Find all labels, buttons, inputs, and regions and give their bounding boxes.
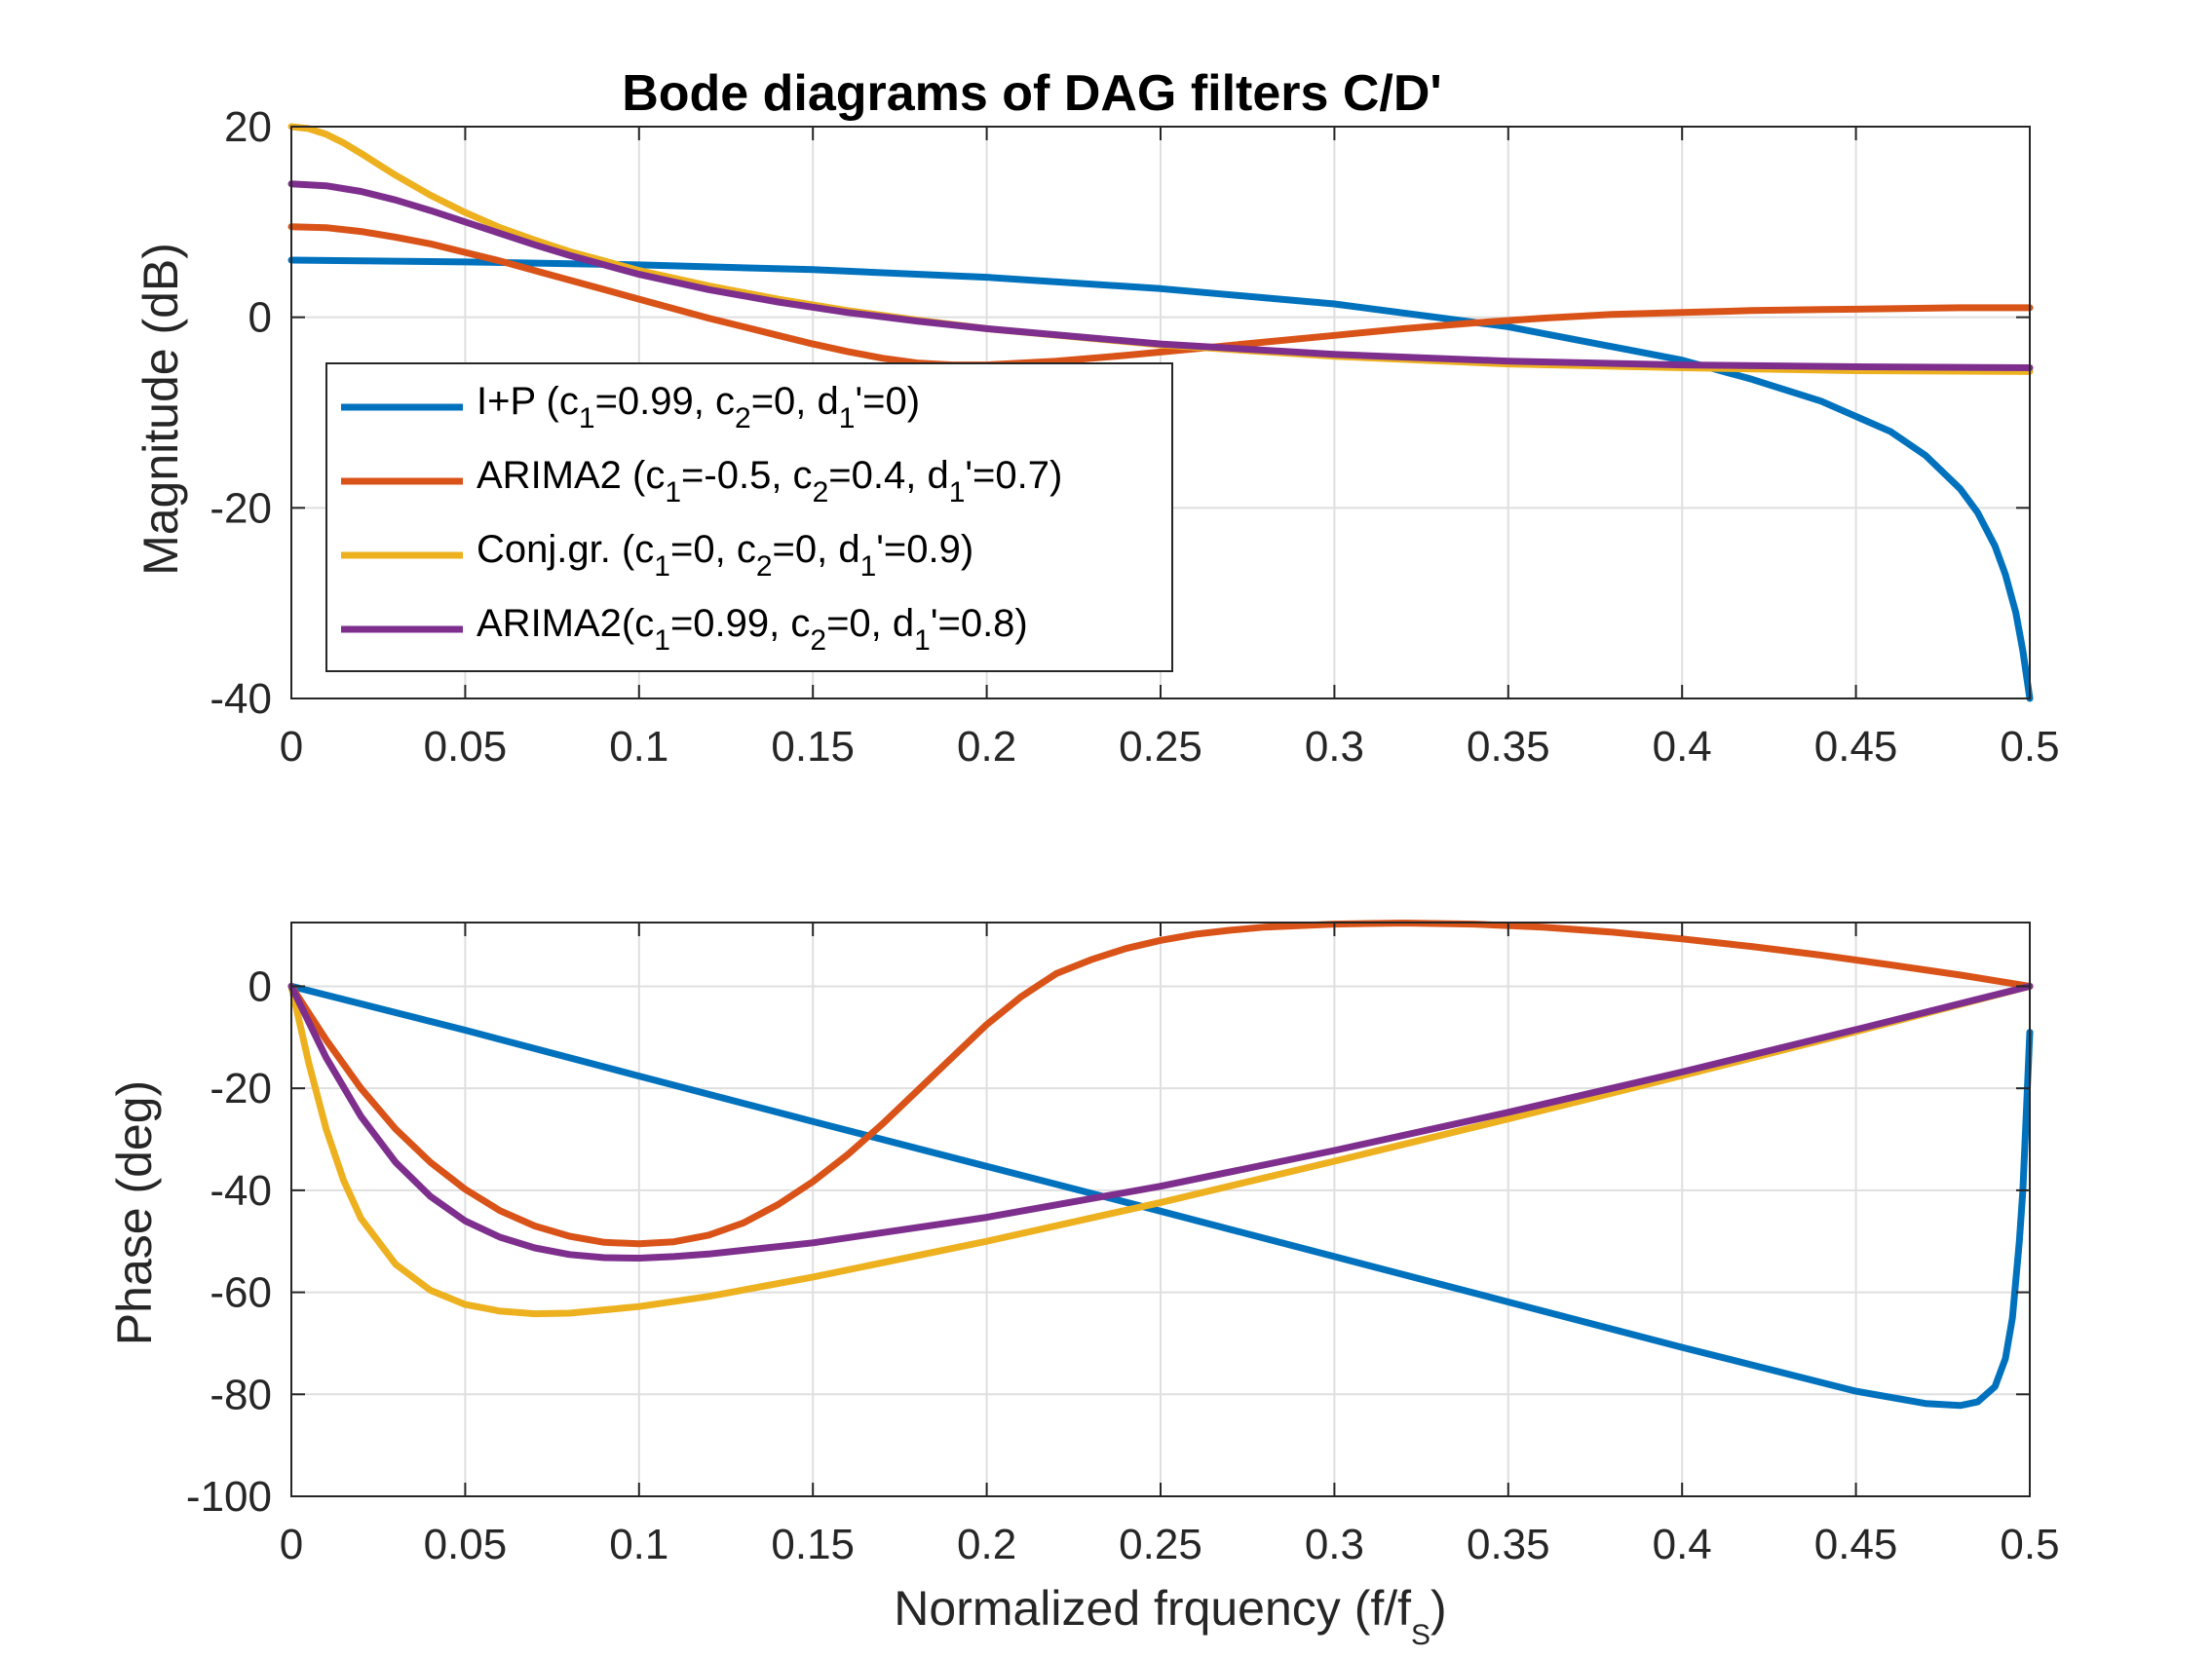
mag-xtick-label: 0.1 (609, 723, 668, 771)
phase-axes: 0 0.05 0.1 0.15 0.2 0.25 0.3 0.35 0.4 0.… (107, 920, 2060, 1651)
phase-y-tick-labels: -100 -80 -60 -40 -20 0 (186, 962, 272, 1521)
mag-xtick-label: 0.25 (1119, 723, 1202, 771)
magnitude-axes: 0 0.05 0.1 0.15 0.2 0.25 0.3 0.35 0.4 0.… (133, 65, 2060, 771)
mag-ytick-label: -40 (210, 675, 272, 723)
mag-xtick-label: 0.15 (771, 723, 855, 771)
phase-ytick-label: 0 (248, 962, 272, 1010)
legend-entry-arima2-b: ARIMA2(c1=0.99, c2=0, d1'=0.8) (477, 602, 1028, 657)
mag-xtick-label: 0.4 (1653, 723, 1712, 771)
phase-series-ip-0 (287, 982, 2034, 1410)
phase-xtick-label: 0.45 (1814, 1521, 1898, 1568)
legend-entry-conjgr: Conj.gr. (c1=0, c2=0, d1'=0.9) (477, 528, 973, 583)
legend-entry-arima2-a: ARIMA2 (c1=-0.5, c2=0.4, d1'=0.7) (477, 454, 1062, 509)
magnitude-y-tick-labels: -40 -20 0 20 (210, 103, 272, 723)
magnitude-series (287, 123, 2034, 702)
phase-series-arima2-3 (287, 982, 2034, 1262)
phase-xtick-label: 0 (280, 1521, 303, 1568)
magnitude-ticks (290, 126, 2031, 699)
magnitude-x-tick-labels: 0 0.05 0.1 0.15 0.2 0.25 0.3 0.35 0.4 0.… (280, 723, 2060, 771)
phase-ytick-label: -100 (186, 1473, 272, 1521)
mag-series-arima2-1 (287, 223, 2034, 369)
phase-xtick-label: 0.1 (609, 1521, 668, 1568)
chart-title: Bode diagrams of DAG filters C/D' (622, 65, 1442, 122)
mag-xtick-label: 0.3 (1305, 723, 1364, 771)
phase-x-tick-labels: 0 0.05 0.1 0.15 0.2 0.25 0.3 0.35 0.4 0.… (280, 1521, 2060, 1568)
mag-ytick-label: 0 (248, 294, 272, 342)
mag-xtick-label: 0.35 (1467, 723, 1550, 771)
phase-xtick-label: 0.35 (1467, 1521, 1550, 1568)
mag-ytick-label: 20 (224, 103, 272, 151)
phase-series-arima2-1 (287, 920, 2034, 1248)
mag-series-arima2-3 (287, 180, 2034, 371)
phase-xtick-label: 0.25 (1119, 1521, 1202, 1568)
phase-ytick-label: -40 (210, 1167, 272, 1215)
mag-ytick-label: -20 (210, 484, 272, 532)
phase-xtick-label: 0.05 (424, 1521, 508, 1568)
phase-series-conjgr-2 (287, 982, 2034, 1318)
mag-xtick-label: 0.45 (1814, 723, 1898, 771)
phase-ytick-label: -80 (210, 1371, 272, 1418)
phase-ytick-label: -20 (210, 1065, 272, 1112)
phase-y-axis-label: Phase (deg) (107, 1080, 162, 1345)
phase-series (287, 920, 2034, 1410)
phase-xtick-label: 0.15 (771, 1521, 855, 1568)
x-axis-label: Normalized frquency (f/fS) (894, 1581, 1446, 1651)
mag-xtick-label: 0.05 (424, 723, 508, 771)
phase-xtick-label: 0.4 (1653, 1521, 1712, 1568)
phase-xtick-label: 0.2 (957, 1521, 1016, 1568)
legend: I+P (c1=0.99, c2=0, d1'=0) ARIMA2 (c1=-0… (325, 362, 1173, 672)
phase-xtick-label: 0.5 (2000, 1521, 2059, 1568)
phase-ticks (290, 923, 2031, 1497)
phase-xtick-label: 0.3 (1305, 1521, 1364, 1568)
magnitude-y-axis-label: Magnitude (dB) (133, 243, 188, 576)
mag-xtick-label: 0.2 (957, 723, 1016, 771)
legend-entry-ip: I+P (c1=0.99, c2=0, d1'=0) (477, 380, 920, 434)
phase-ytick-label: -60 (210, 1269, 272, 1317)
mag-xtick-label: 0 (280, 723, 303, 771)
legend-box (325, 362, 1173, 672)
mag-series-ip-0 (287, 256, 2034, 702)
mag-xtick-label: 0.5 (2000, 723, 2059, 771)
